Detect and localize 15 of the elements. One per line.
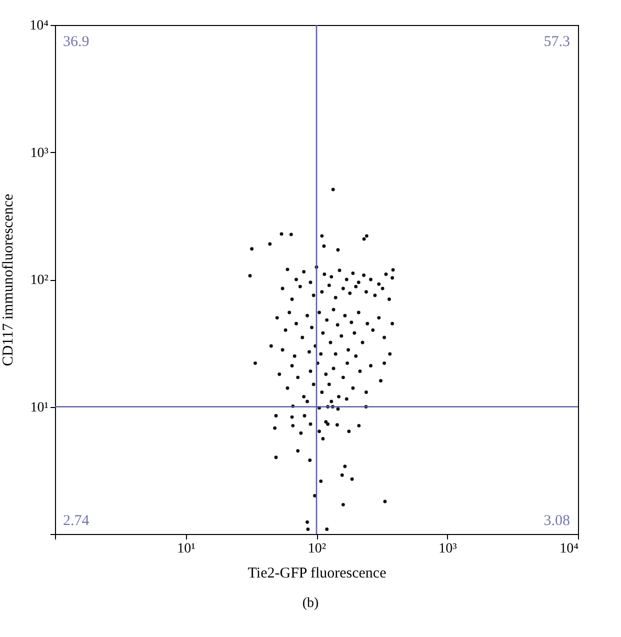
y-axis-title: CD117 immunofluorescence [0,194,17,366]
y-tick-label: 10⁴ [30,18,49,34]
x-axis-title: Tie2-GFP fluorescence [248,566,387,582]
x-tick-label: 10⁴ [560,542,579,556]
annotation: 57.3 [544,34,570,50]
x-tick-label: 10³ [438,542,457,556]
text: (b) [301,596,320,612]
annotation: 3.08 [544,513,570,529]
x-tick-label: 10¹ [177,542,196,556]
annotation: 36.9 [63,34,90,50]
y-tick-label: 10² [30,273,48,288]
x-tick-label: 10² [308,542,326,556]
y-tick-label: 10¹ [30,400,48,416]
y-tick-label: 10³ [30,146,48,161]
annotation: 2.74 [63,513,90,529]
